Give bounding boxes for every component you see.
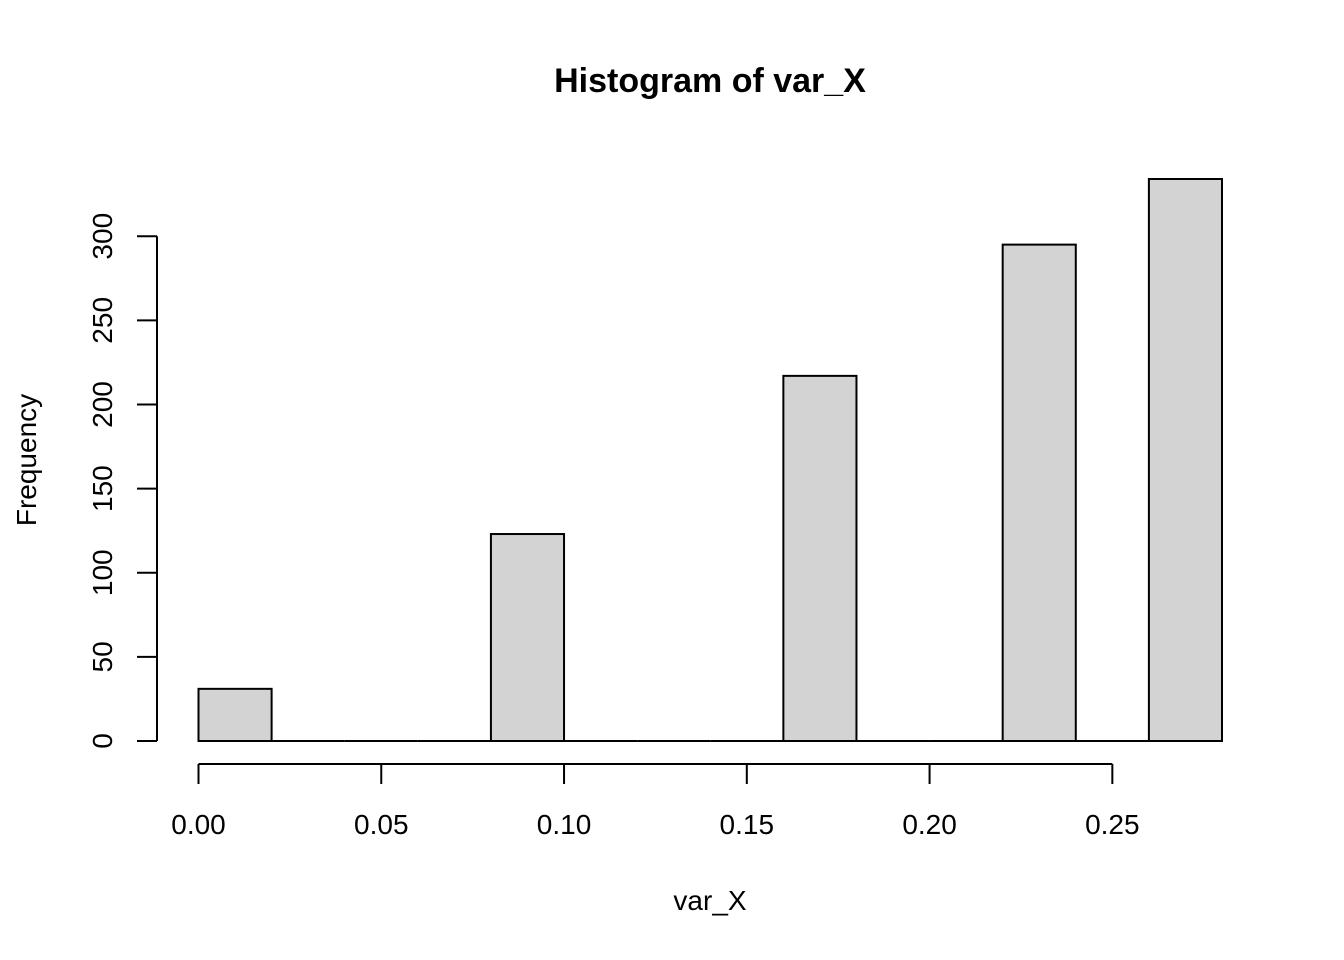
histogram-bar-13	[1147, 178, 1223, 742]
x-tick-label: 0.15	[720, 809, 775, 840]
x-axis: 0.00 0.05 0.10 0.15 0.20 0.25	[171, 763, 1140, 840]
x-tick-label: 0.10	[537, 809, 592, 840]
y-tick-label: 150	[87, 465, 118, 512]
y-tick-label: 250	[87, 297, 118, 344]
x-tick-label: 0.20	[902, 809, 957, 840]
y-tick-label: 50	[87, 641, 118, 672]
y-tick-label: 300	[87, 213, 118, 260]
bars-group	[197, 178, 1223, 743]
x-tick-label: 0.00	[171, 809, 226, 840]
histogram-bar-8	[782, 374, 858, 742]
y-tick-label: 100	[87, 549, 118, 596]
histogram-bar-0	[197, 687, 273, 742]
y-tick-label: 0	[87, 733, 118, 749]
histogram-bar-4	[489, 533, 566, 743]
x-tick-label: 0.25	[1085, 809, 1140, 840]
y-axis: 0 50 100 150 200 250 300	[87, 213, 158, 749]
histogram-bar-11	[1001, 243, 1077, 743]
x-axis-label: var_X	[673, 885, 746, 916]
x-tick-label: 0.05	[354, 809, 409, 840]
y-axis-label: Frequency	[11, 394, 42, 526]
y-tick-label: 200	[87, 381, 118, 428]
chart-title: Histogram of var_X	[554, 62, 866, 100]
